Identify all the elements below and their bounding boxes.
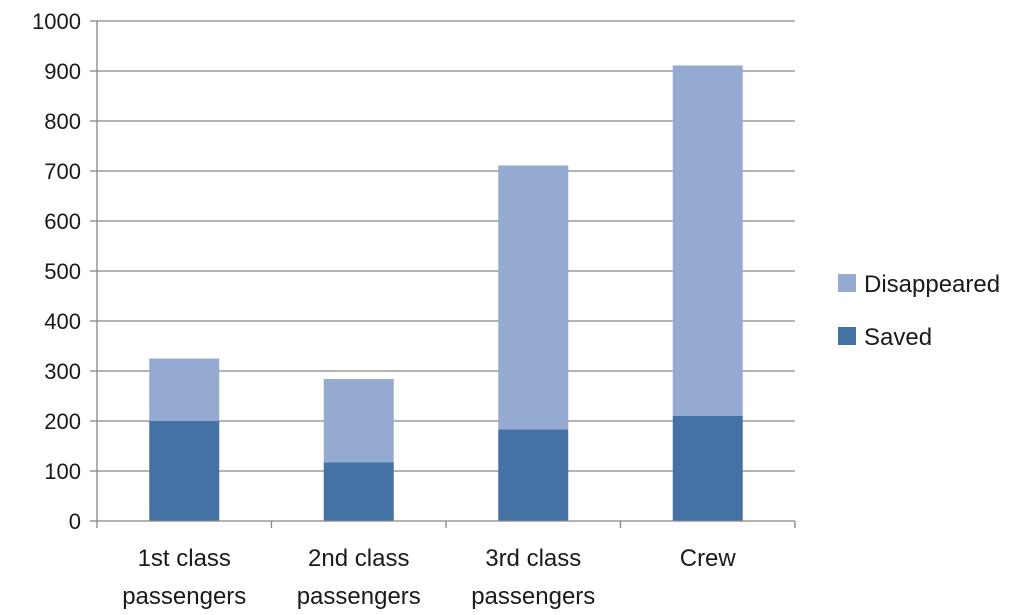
y-tick-label: 0	[69, 509, 81, 534]
bar-saved-4	[672, 416, 743, 521]
x-category-label: passengers	[297, 583, 421, 610]
y-tick-label: 700	[44, 159, 81, 184]
y-tick-label: 400	[44, 309, 81, 334]
bar-disappeared-4	[672, 65, 743, 416]
legend-swatch-disappeared	[838, 274, 856, 292]
y-tick-label: 1000	[32, 9, 81, 34]
bars	[149, 65, 743, 521]
x-category-label: 2nd class	[308, 545, 409, 572]
y-tick-label: 200	[44, 409, 81, 434]
x-category-label: passengers	[122, 583, 246, 610]
y-tick-label: 300	[44, 359, 81, 384]
axes	[90, 20, 796, 528]
x-category-label: Crew	[680, 545, 737, 572]
bar-disappeared-1	[149, 358, 220, 421]
bar-saved-3	[498, 429, 569, 521]
bar-saved-2	[323, 462, 394, 521]
x-category-label: passengers	[471, 583, 595, 610]
y-tick-label: 100	[44, 459, 81, 484]
bar-disappeared-2	[323, 379, 394, 463]
x-category-label: 1st class	[138, 545, 231, 572]
bar-disappeared-3	[498, 165, 569, 430]
y-tick-label: 800	[44, 109, 81, 134]
legend: Disappeared Saved	[838, 271, 1000, 351]
y-tick-label: 500	[44, 259, 81, 284]
bar-saved-1	[149, 421, 220, 521]
y-tick-label: 600	[44, 209, 81, 234]
y-tick-label: 900	[44, 59, 81, 84]
legend-label-saved: Saved	[864, 324, 932, 351]
x-category-label: 3rd class	[485, 545, 581, 572]
x-axis-category-labels: 1st class passengers 2nd class passengers 3r…	[122, 545, 736, 610]
y-axis-tick-labels: 0 100 200 300 400 500 600 700 800 900 1000	[32, 9, 81, 534]
legend-swatch-saved	[838, 327, 856, 345]
legend-label-disappeared: Disappeared	[864, 271, 1000, 298]
